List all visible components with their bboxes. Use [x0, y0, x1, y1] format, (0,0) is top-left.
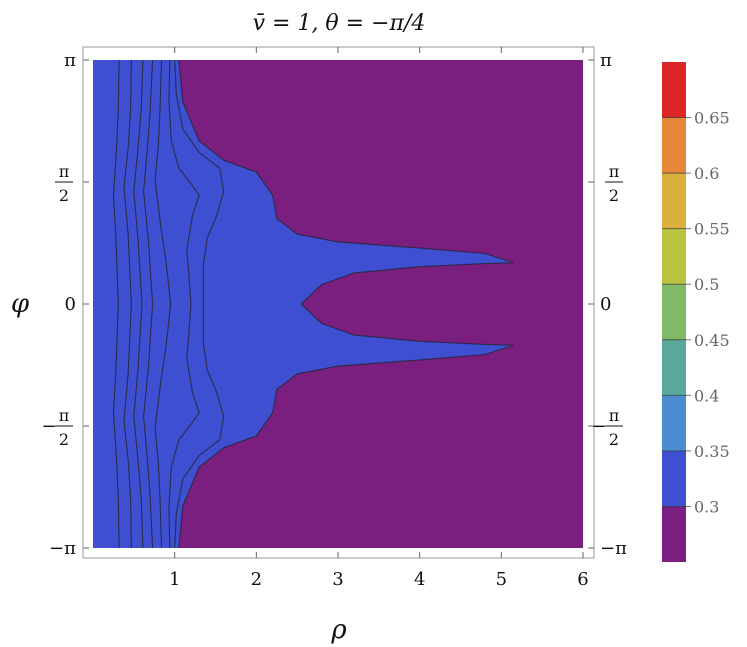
y-tick-numerator: π — [59, 406, 70, 425]
contour-region-1 — [174, 60, 514, 548]
contour-fill-group — [93, 60, 583, 548]
y-tick-sign: − — [41, 416, 56, 437]
contour-line-0.6 — [123, 60, 132, 548]
y-tick-label: π — [64, 50, 76, 71]
y-tick-numerator: π — [59, 162, 70, 181]
contour-line-0.55 — [133, 60, 144, 548]
y-tick-label: 0 — [65, 294, 76, 315]
contour-line-0.4 — [168, 60, 200, 548]
y-tick-denominator: 2 — [59, 430, 69, 449]
y-tick-numerator: π — [609, 406, 620, 425]
colorbar-band — [662, 506, 686, 562]
x-tick-label: 3 — [332, 569, 343, 590]
y-tick-sign: − — [591, 416, 606, 437]
colorbar-band — [662, 117, 686, 174]
colorbar-tick-label: 0.6 — [694, 164, 719, 183]
x-axis-label: ρ — [330, 615, 347, 645]
contour-line-0.35 — [174, 60, 225, 548]
x-tick-label: 2 — [251, 569, 262, 590]
x-tick-label: 5 — [496, 569, 507, 590]
contour-line-0.3 — [178, 60, 514, 548]
colorbar-band — [662, 450, 686, 507]
x-tick-label: 6 — [577, 569, 588, 590]
contour-line-group — [112, 60, 514, 548]
y-tick-label: π — [600, 50, 612, 71]
colorbar-band — [662, 339, 686, 396]
y-tick-denominator: 2 — [59, 186, 69, 205]
x-axis-ticks: 1 2 3 4 5 6 — [169, 47, 589, 590]
colorbar-tick-label: 0.35 — [694, 442, 730, 461]
y-tick-numerator: π — [609, 162, 620, 181]
chart-title: v̄ = 1, θ = −π/4 — [253, 11, 426, 36]
y-tick-denominator: 2 — [609, 430, 619, 449]
y-tick-label: 0 — [600, 294, 611, 315]
contour-line-0.45 — [154, 60, 172, 548]
y-tick-label: −π — [49, 538, 76, 559]
x-tick-label: 4 — [414, 569, 425, 590]
colorbar-tick-label: 0.4 — [694, 386, 719, 405]
colorbar-tick-label: 0.5 — [694, 275, 719, 294]
colorbar: 0.3 0.35 0.4 0.45 0.5 0.55 0.6 0.65 — [662, 62, 730, 562]
y-tick-denominator: 2 — [609, 186, 619, 205]
contour-line-0.5 — [143, 60, 154, 548]
colorbar-tick-label: 0.45 — [694, 331, 730, 350]
colorbar-band — [662, 284, 686, 340]
contour-region-1 — [93, 60, 514, 548]
y-tick-label: −π — [600, 538, 627, 559]
colorbar-band — [662, 395, 686, 451]
colorbar-band — [662, 62, 686, 118]
x-tick-label: 1 — [169, 569, 180, 590]
contour-line-0.65 — [112, 60, 120, 548]
colorbar-tick-label: 0.65 — [694, 109, 730, 128]
colorbar-tick-label: 0.3 — [694, 497, 719, 516]
colorbar-band — [662, 228, 686, 285]
colorbar-band — [662, 173, 686, 229]
y-axis-label: φ — [11, 289, 30, 319]
colorbar-tick-label: 0.55 — [694, 220, 730, 239]
